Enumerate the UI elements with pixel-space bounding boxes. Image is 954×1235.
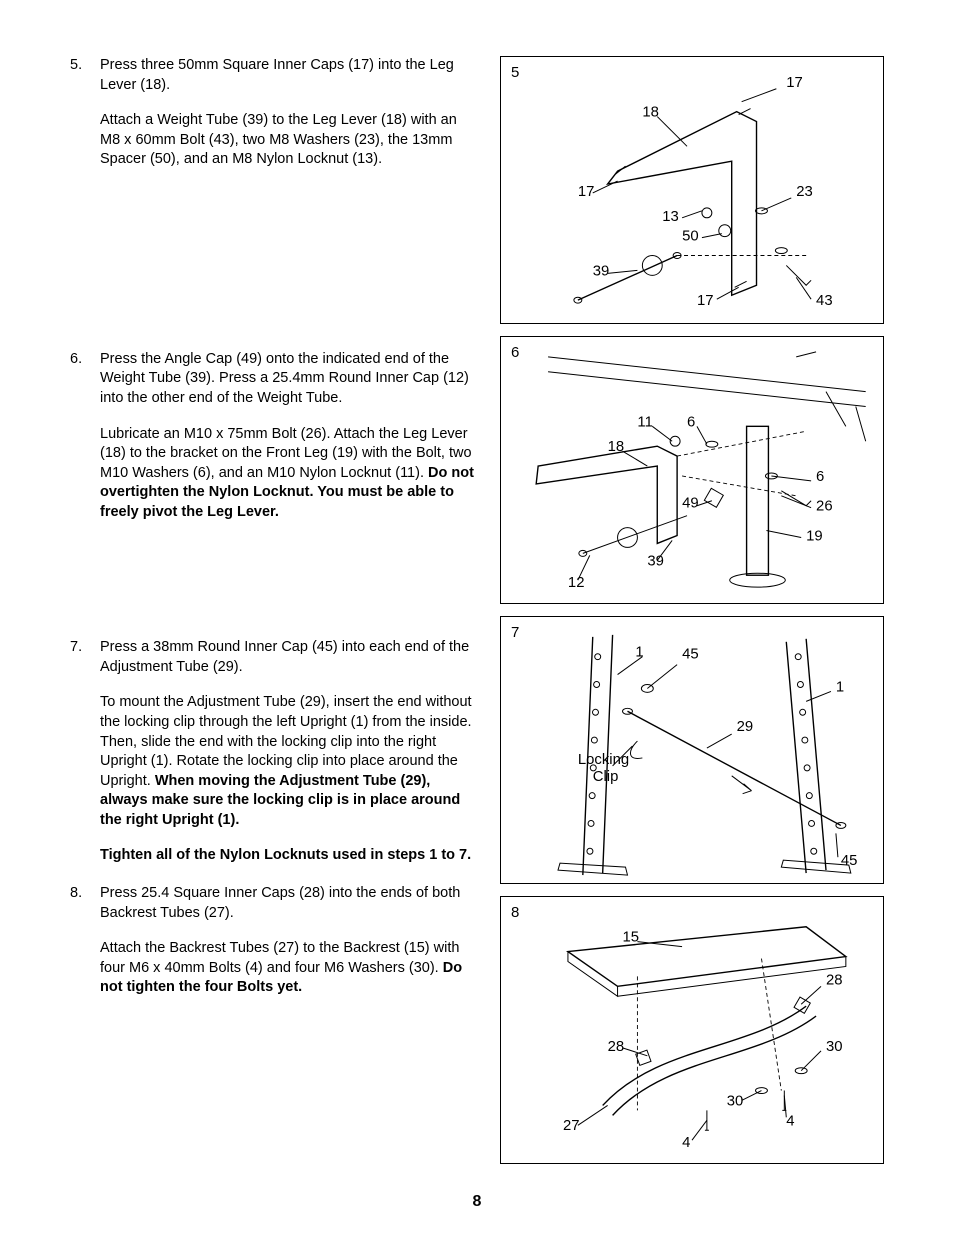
body-text: Attach a Weight Tube (39) to the Leg Lev… [100,112,457,167]
assembly-figure: 6 11 6 18 6 49 26 19 39 12 [500,336,884,604]
svg-text:39: 39 [647,553,664,569]
step-body: Press the Angle Cap (49) onto the indica… [100,350,478,523]
svg-text:17: 17 [578,184,595,200]
figure-number: 7 [511,623,519,643]
svg-text:26: 26 [816,499,833,515]
body-text: Press three 50mm Square Inner Caps (17) … [100,57,454,93]
svg-text:30: 30 [826,1039,843,1055]
svg-text:11: 11 [637,414,652,430]
step-paragraph: Attach a Weight Tube (39) to the Leg Lev… [100,111,478,170]
figure-svg: 1 45 1 29 LockingClip 45 [501,617,883,883]
svg-text:13: 13 [662,209,679,225]
svg-text:12: 12 [568,575,585,591]
step-paragraph: Press the Angle Cap (49) onto the indica… [100,350,478,409]
svg-text:18: 18 [608,439,625,455]
svg-text:45: 45 [682,647,699,663]
assembly-figure: 5 17 18 17 23 1350 39 17 43 [500,56,884,324]
svg-text:Locking: Locking [578,752,629,768]
svg-text:19: 19 [806,528,823,544]
svg-text:17: 17 [786,75,803,91]
instruction-step: 7.Press a 38mm Round Inner Cap (45) into… [70,638,478,866]
svg-text:18: 18 [642,105,659,121]
figure-number: 8 [511,903,519,923]
step-paragraph: Press three 50mm Square Inner Caps (17) … [100,56,478,95]
body-text: Lubricate an M10 x 75mm Bolt (26). Attac… [100,426,472,481]
step-paragraph: Lubricate an M10 x 75mm Bolt (26). Attac… [100,425,478,523]
svg-text:49: 49 [682,496,699,512]
svg-text:Clip: Clip [593,769,619,785]
step-number: 8. [70,884,100,998]
instruction-step: 5.Press three 50mm Square Inner Caps (17… [70,56,478,170]
step-paragraph: Attach the Backrest Tubes (27) to the Ba… [100,939,478,998]
instruction-step: 8.Press 25.4 Square Inner Caps (28) into… [70,884,478,998]
svg-text:30: 30 [727,1093,744,1109]
svg-text:17: 17 [697,293,714,309]
instruction-step: 6.Press the Angle Cap (49) onto the indi… [70,350,478,523]
step-body: Press 25.4 Square Inner Caps (28) into t… [100,884,478,998]
bold-text: Tighten all of the Nylon Locknuts used i… [100,847,471,863]
assembly-figure: 7 1 45 1 29 LockingClip 45 [500,616,884,884]
svg-text:29: 29 [737,719,754,735]
figure-svg: 15 28 28 30 30 4 27 4 [501,897,883,1163]
svg-text:1: 1 [635,645,643,661]
svg-text:4: 4 [786,1113,794,1129]
figure-svg: 17 18 17 23 1350 39 17 43 [501,57,883,323]
body-text: Attach the Backrest Tubes (27) to the Ba… [100,940,459,976]
figure-number: 5 [511,63,519,83]
page-number: 8 [0,1191,954,1213]
svg-text:23: 23 [796,184,813,200]
step-number: 6. [70,350,100,523]
svg-text:1: 1 [836,679,844,695]
step-body: Press three 50mm Square Inner Caps (17) … [100,56,478,170]
svg-text:50: 50 [682,229,699,245]
svg-text:15: 15 [623,930,640,946]
svg-text:28: 28 [826,972,843,988]
svg-text:6: 6 [687,414,695,430]
svg-text:4: 4 [682,1135,690,1151]
svg-text:6: 6 [816,469,824,485]
step-body: Press a 38mm Round Inner Cap (45) into e… [100,638,478,866]
figure-svg: 11 6 18 6 49 26 19 39 12 [501,337,883,603]
body-text: Press 25.4 Square Inner Caps (28) into t… [100,885,460,921]
body-text: Press the Angle Cap (49) onto the indica… [100,351,469,406]
body-text: Press a 38mm Round Inner Cap (45) into e… [100,639,469,675]
figure-column: 5171817231350391743611618649261939127145… [500,56,884,1176]
step-number: 7. [70,638,100,866]
svg-text:45: 45 [841,853,858,869]
bold-text: When moving the Adjustment Tube (29), al… [100,773,460,828]
step-paragraph: Press 25.4 Square Inner Caps (28) into t… [100,884,478,923]
figure-number: 6 [511,343,519,363]
step-paragraph: Press a 38mm Round Inner Cap (45) into e… [100,638,478,677]
step-paragraph: Tighten all of the Nylon Locknuts used i… [100,846,478,866]
svg-text:43: 43 [816,293,833,309]
svg-text:27: 27 [563,1118,580,1134]
two-column-layout: 5.Press three 50mm Square Inner Caps (17… [70,56,884,1176]
step-number: 5. [70,56,100,170]
text-column: 5.Press three 50mm Square Inner Caps (17… [70,56,478,1176]
svg-text:28: 28 [608,1039,625,1055]
manual-page: 5.Press three 50mm Square Inner Caps (17… [0,0,954,1235]
step-paragraph: To mount the Adjustment Tube (29), inser… [100,693,478,830]
assembly-figure: 8 15 28 28 30 30 4 27 4 [500,896,884,1164]
svg-text:39: 39 [593,263,610,279]
